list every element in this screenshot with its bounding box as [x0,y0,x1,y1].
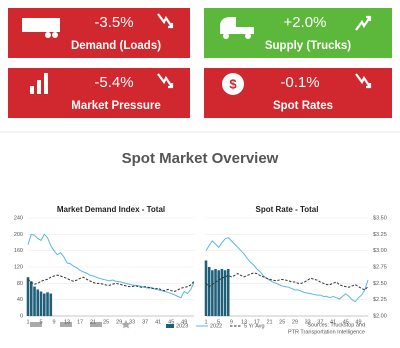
y-tick-label: 160 [14,248,23,254]
y-tick-label: 240 [14,215,23,221]
x-tick-label: 9 [53,319,56,325]
x-tick-label: 17 [254,319,260,325]
legend-label: 5 Yr Avg [244,323,265,329]
x-tick-label: 1 [204,319,207,325]
bar [211,270,214,316]
x-tick-label: 25 [279,319,285,325]
y-tick-label: 80 [17,281,23,287]
chart-title: Market Demand Index - Total [57,205,165,214]
x-tick-label: 33 [305,319,311,325]
y-tick-label: 0 [20,313,23,319]
x-tick-label: 25 [103,319,109,325]
chart-title: Spot Rate - Total [256,205,319,214]
series-line [205,272,369,291]
bar [207,267,211,316]
tile-value: -3.5% [94,14,133,31]
y-tick-label: $2.25 [373,297,387,303]
y-tick-label: $2.00 [373,313,387,319]
series-line [27,233,195,299]
x-tick-label: 37 [317,319,323,325]
bar [33,286,36,316]
bar [39,291,43,316]
x-tick-label: 49 [181,319,187,325]
bar [42,293,46,316]
x-tick-label: 5 [217,319,220,325]
x-tick-label: 45 [168,319,174,325]
bar [49,293,53,316]
bar [26,277,30,316]
legend-label: 2023 [176,323,188,329]
x-tick-label: 45 [343,319,349,325]
logo-icons [30,320,131,329]
tile-label: Market Pressure [71,100,161,112]
page-title: Spot Market Overview [122,150,279,167]
x-tick-label: 37 [142,319,148,325]
bar [204,260,208,316]
x-tick-label: 9 [230,319,233,325]
dollar-icon: $ [222,73,244,95]
x-tick-label: 41 [330,319,336,325]
trend-arrows [157,13,372,89]
y-tick-label: $3.50 [373,215,387,221]
y-tick-label: $3.00 [373,248,387,254]
x-tick-label: 33 [129,319,135,325]
legend-label: 2022 [210,323,222,329]
bar [226,268,230,316]
bar [217,270,220,316]
y-tick-label: 200 [14,232,23,238]
x-tick-label: 1 [26,319,29,325]
bars-icon [30,73,48,94]
tile-label: Spot Rates [273,100,333,112]
tile-label: Supply (Trucks) [265,40,351,52]
svg-text:$: $ [229,76,237,91]
sources: Sources: Truckstop and [307,322,365,328]
x-tick-label: 21 [266,319,272,325]
x-tick-label: 41 [155,319,161,325]
x-tick-label: 29 [292,319,298,325]
bar [220,268,224,316]
y-tick-label: 120 [14,264,23,270]
x-tick-label: 5 [39,319,42,325]
series-line [27,274,195,293]
x-tick-label: 49 [355,319,361,325]
bar [214,268,217,316]
trailer-icon [22,18,60,38]
series-line [205,237,369,303]
bar [29,281,33,316]
sources: PTR Transportation Intelligence [288,329,365,335]
x-tick-label: 13 [64,319,70,325]
y-tick-label: 40 [17,297,23,303]
tile-label: Demand (Loads) [71,40,161,52]
bar [223,270,227,316]
x-tick-label: 17 [77,319,83,325]
x-tick-label: 29 [116,319,122,325]
tile-value: -5.4% [94,74,133,91]
legend-swatch [166,324,174,328]
x-tick-label: 21 [90,319,96,325]
y-tick-label: $2.50 [373,281,387,287]
tile-value: +2.0% [284,14,327,31]
y-tick-label: $2.75 [373,264,387,270]
truck-icon [220,17,254,39]
tile-value: -0.1% [280,74,319,91]
bar [46,292,49,316]
y-tick-label: $3.25 [373,232,387,238]
x-tick-label: 13 [241,319,247,325]
bar [36,289,40,316]
